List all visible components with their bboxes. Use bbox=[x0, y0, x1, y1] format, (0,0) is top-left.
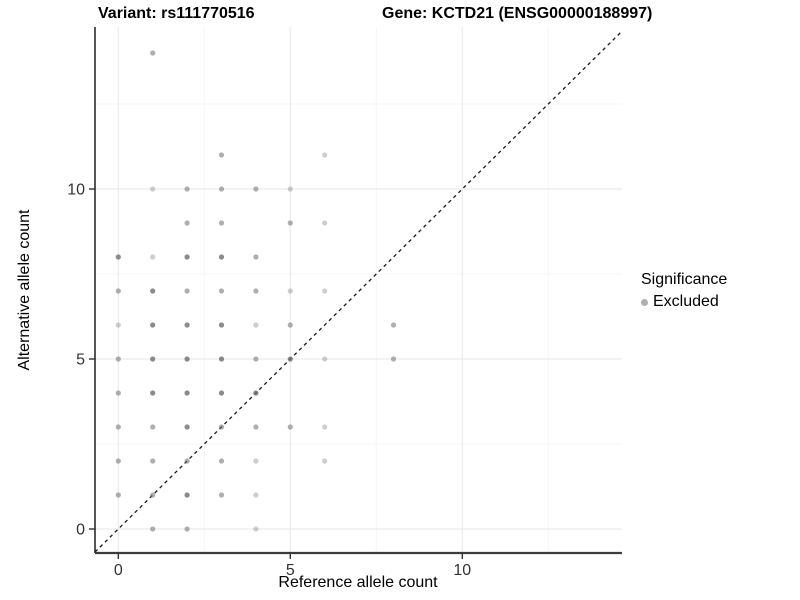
data-point bbox=[287, 322, 293, 328]
data-point bbox=[184, 390, 190, 396]
gene-title: Gene: KCTD21 (ENSG00000188997) bbox=[382, 5, 653, 22]
data-point bbox=[184, 254, 190, 260]
data-point bbox=[390, 356, 397, 362]
data-point bbox=[184, 458, 190, 464]
data-point bbox=[184, 220, 190, 226]
data-point bbox=[322, 220, 328, 226]
data-point bbox=[322, 288, 328, 294]
x-tick-label: 5 bbox=[286, 562, 295, 579]
data-point bbox=[253, 322, 259, 328]
data-point bbox=[150, 288, 156, 294]
data-point bbox=[150, 356, 156, 362]
data-point bbox=[115, 458, 121, 464]
legend-title: Significance bbox=[641, 271, 728, 288]
data-point bbox=[287, 424, 293, 430]
data-point bbox=[322, 458, 328, 464]
data-point bbox=[287, 220, 293, 226]
data-point bbox=[150, 390, 156, 396]
data-point bbox=[253, 526, 259, 532]
data-point bbox=[218, 152, 225, 158]
data-point bbox=[150, 526, 156, 532]
data-point bbox=[184, 186, 190, 192]
data-point bbox=[184, 288, 190, 294]
data-point bbox=[115, 254, 121, 260]
y-tick-label: 0 bbox=[76, 522, 85, 539]
data-point bbox=[218, 322, 225, 328]
data-point bbox=[115, 288, 121, 294]
data-point bbox=[287, 186, 293, 192]
data-point bbox=[218, 390, 225, 396]
data-point bbox=[253, 390, 259, 396]
data-point bbox=[253, 458, 259, 464]
y-axis-title: Alternative allele count bbox=[16, 209, 33, 371]
data-point bbox=[218, 288, 225, 294]
variant-title: Variant: rs111770516 bbox=[98, 5, 255, 22]
legend-item-label: Excluded bbox=[653, 293, 719, 310]
data-point bbox=[150, 186, 156, 192]
data-point bbox=[150, 50, 156, 56]
data-point bbox=[184, 526, 190, 532]
data-point bbox=[218, 186, 225, 192]
data-point bbox=[253, 254, 259, 260]
data-point bbox=[150, 424, 156, 430]
data-point bbox=[253, 424, 259, 430]
data-point bbox=[115, 390, 121, 396]
data-point bbox=[390, 322, 397, 328]
data-point bbox=[253, 186, 259, 192]
data-point bbox=[150, 322, 156, 328]
data-point bbox=[115, 424, 121, 430]
data-point bbox=[253, 492, 259, 498]
data-point bbox=[322, 424, 328, 430]
data-point bbox=[218, 492, 225, 498]
data-point bbox=[150, 458, 156, 464]
identity-line bbox=[94, 30, 623, 553]
data-point bbox=[322, 356, 328, 362]
x-tick-label: 10 bbox=[453, 562, 471, 579]
data-point bbox=[253, 356, 259, 362]
data-point bbox=[150, 492, 156, 498]
data-point bbox=[184, 322, 190, 328]
data-point bbox=[218, 254, 225, 260]
data-point bbox=[287, 288, 293, 294]
data-point bbox=[115, 356, 121, 362]
excluded-point-icon bbox=[641, 298, 648, 306]
legend: Significance Excluded bbox=[641, 271, 727, 311]
data-point bbox=[322, 152, 328, 158]
data-point bbox=[150, 254, 156, 260]
data-point bbox=[218, 424, 225, 430]
x-axis-title: Reference allele count bbox=[278, 574, 438, 591]
legend-item-excluded: Excluded bbox=[641, 293, 727, 311]
data-point bbox=[184, 424, 190, 430]
data-point bbox=[115, 492, 121, 498]
data-point bbox=[184, 492, 190, 498]
y-tick-label: 5 bbox=[76, 352, 85, 369]
x-tick-label: 0 bbox=[114, 562, 123, 579]
data-point bbox=[287, 356, 293, 362]
data-point bbox=[218, 458, 225, 464]
data-point bbox=[184, 356, 190, 362]
data-point bbox=[218, 356, 225, 362]
y-tick-label: 10 bbox=[67, 182, 85, 199]
data-point bbox=[218, 220, 225, 226]
data-point bbox=[253, 288, 259, 294]
data-point bbox=[115, 322, 121, 328]
